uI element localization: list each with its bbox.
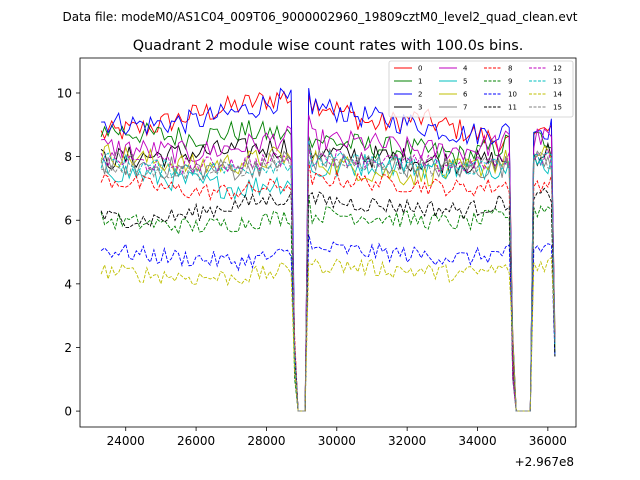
legend-label-0: 0 [418,65,422,73]
legend-label-5: 5 [463,78,467,86]
x-offset-label: +2.967e8 [515,455,574,469]
plot-lines [100,87,556,412]
series-line-9 [100,194,556,412]
series-line-1 [100,120,556,412]
x-tick-label: 24000 [107,434,145,448]
series-line-2 [101,87,556,412]
axes-decor: 24000 26000 28000 30000 32000 34000 36000 0 2 4 6 8… [57,86,567,448]
series-line-0 [100,90,556,412]
legend-label-11: 11 [508,104,517,112]
series-line-14 [100,256,556,412]
x-tick-label: 32000 [388,434,426,448]
y-tick-label: 6 [64,214,72,228]
y-tick-label: 2 [64,341,72,355]
legend-label-15: 15 [553,104,562,112]
chart-suptitle: Data file: modeM0/AS1C04_009T06_90000029… [62,10,577,24]
x-tick-label: 28000 [247,434,285,448]
legend-label-4: 4 [463,65,468,73]
legend-label-10: 10 [508,91,517,99]
series-line-15 [100,144,556,412]
legend-frame [388,60,574,118]
y-tick-label: 0 [64,405,72,419]
legend-label-14: 14 [553,91,562,99]
legend-label-2: 2 [418,91,422,99]
legend-label-1: 1 [418,78,422,86]
series-line-4 [101,114,556,412]
axes-frame [79,57,577,428]
x-tick-label: 30000 [318,434,356,448]
legend-label-7: 7 [463,104,467,112]
series-line-3 [100,138,556,412]
series-line-11 [100,187,556,412]
y-tick-label: 4 [64,277,72,291]
x-tick-label: 36000 [529,434,567,448]
y-tick-label: 8 [64,150,72,164]
legend-label-12: 12 [553,65,562,73]
series-line-12 [100,148,556,412]
y-tick-label: 10 [57,86,72,100]
series-line-13 [100,140,556,412]
chart-title: Quadrant 2 module wise count rates with … [133,38,524,54]
legend-label-6: 6 [463,91,468,99]
x-tick-label: 34000 [458,434,496,448]
series-line-10 [100,234,556,412]
legend-label-13: 13 [553,78,562,86]
x-tick-label: 26000 [177,434,215,448]
legend-label-3: 3 [418,104,422,112]
legend-label-9: 9 [508,78,512,86]
series-line-8 [100,161,556,412]
legend-label-8: 8 [508,65,512,73]
